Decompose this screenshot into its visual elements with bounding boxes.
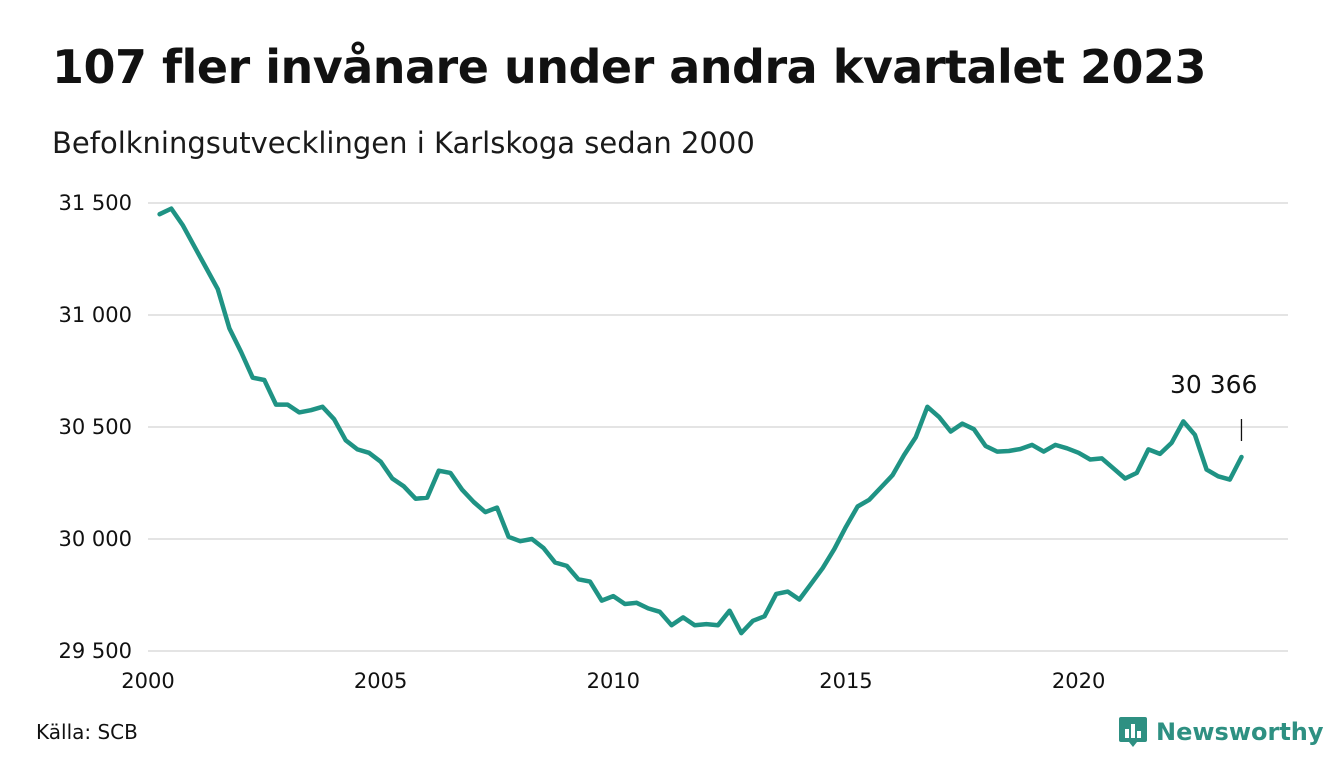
brand-name: Newsworthy xyxy=(1156,718,1324,746)
y-tick-label: 30 500 xyxy=(59,415,132,439)
brand-logo[interactable]: Newsworthy xyxy=(1118,712,1324,752)
annotation: 30 366 xyxy=(1170,370,1257,442)
x-tick-label: 2000 xyxy=(121,669,174,693)
x-tick-label: 2015 xyxy=(819,669,872,693)
y-tick-label: 30 000 xyxy=(59,527,132,551)
chart-subtitle: Befolkningsutvecklingen i Karlskoga seda… xyxy=(52,126,755,160)
annotation-label: 30 366 xyxy=(1170,370,1257,399)
x-axis-labels: 2000 2005 2010 2015 2020 xyxy=(121,669,1105,693)
x-tick-label: 2020 xyxy=(1052,669,1105,693)
y-axis-labels: 29 500 30 000 30 500 31 000 31 500 xyxy=(59,191,132,663)
newsworthy-chart-icon xyxy=(1119,717,1147,747)
series-lines xyxy=(157,206,1244,636)
y-tick-label: 31 500 xyxy=(59,191,132,215)
series-line xyxy=(157,206,1244,636)
x-tick-label: 2005 xyxy=(354,669,407,693)
x-tick-label: 2010 xyxy=(587,669,640,693)
chart-title: 107 fler invånare under andra kvartalet … xyxy=(52,40,1207,94)
source-credit: Källa: SCB xyxy=(36,720,138,744)
y-tick-label: 31 000 xyxy=(59,303,132,327)
gridlines xyxy=(148,202,1288,652)
y-tick-label: 29 500 xyxy=(59,639,132,663)
